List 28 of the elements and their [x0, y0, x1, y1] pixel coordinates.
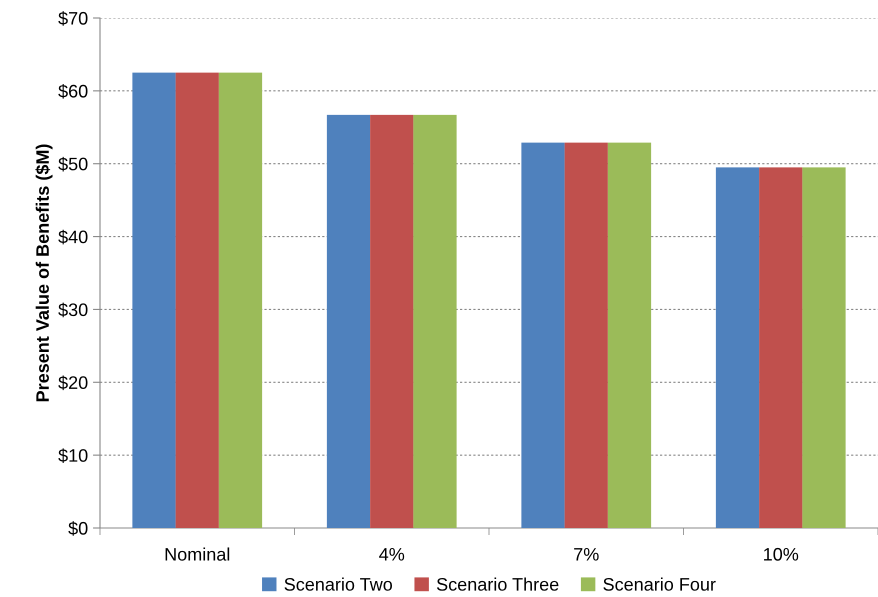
bar [759, 167, 802, 528]
legend-label: Scenario Four [603, 577, 716, 591]
bar [218, 72, 262, 528]
bar [521, 142, 565, 528]
x-tick-label: 4% [379, 548, 404, 561]
y-tick-label: $40 [58, 230, 88, 244]
bar [413, 114, 457, 528]
legend-label: Scenario Two [284, 577, 392, 591]
y-tick-label: $30 [58, 302, 88, 318]
bar [564, 142, 608, 528]
legend-label: Scenario Three [436, 577, 558, 591]
x-tick-label: 10% [764, 548, 798, 561]
x-tick-label: Nominal [166, 547, 230, 561]
bar [716, 167, 760, 528]
bar [176, 72, 219, 528]
y-tick-label: $50 [58, 156, 88, 172]
bar [132, 72, 176, 528]
bar [802, 167, 846, 528]
bar [608, 142, 652, 528]
y-tick-label: $10 [58, 448, 88, 463]
y-tick-label: $60 [58, 84, 88, 99]
bar [326, 114, 370, 528]
y-axis-title: Present Value of Benefits ($M) [35, 144, 53, 402]
x-tick-label: 7% [574, 548, 599, 561]
y-tick-label: $0 [68, 521, 88, 536]
y-tick-label: $70 [58, 11, 88, 26]
y-tick-label: $20 [58, 375, 88, 390]
bar [370, 114, 414, 528]
